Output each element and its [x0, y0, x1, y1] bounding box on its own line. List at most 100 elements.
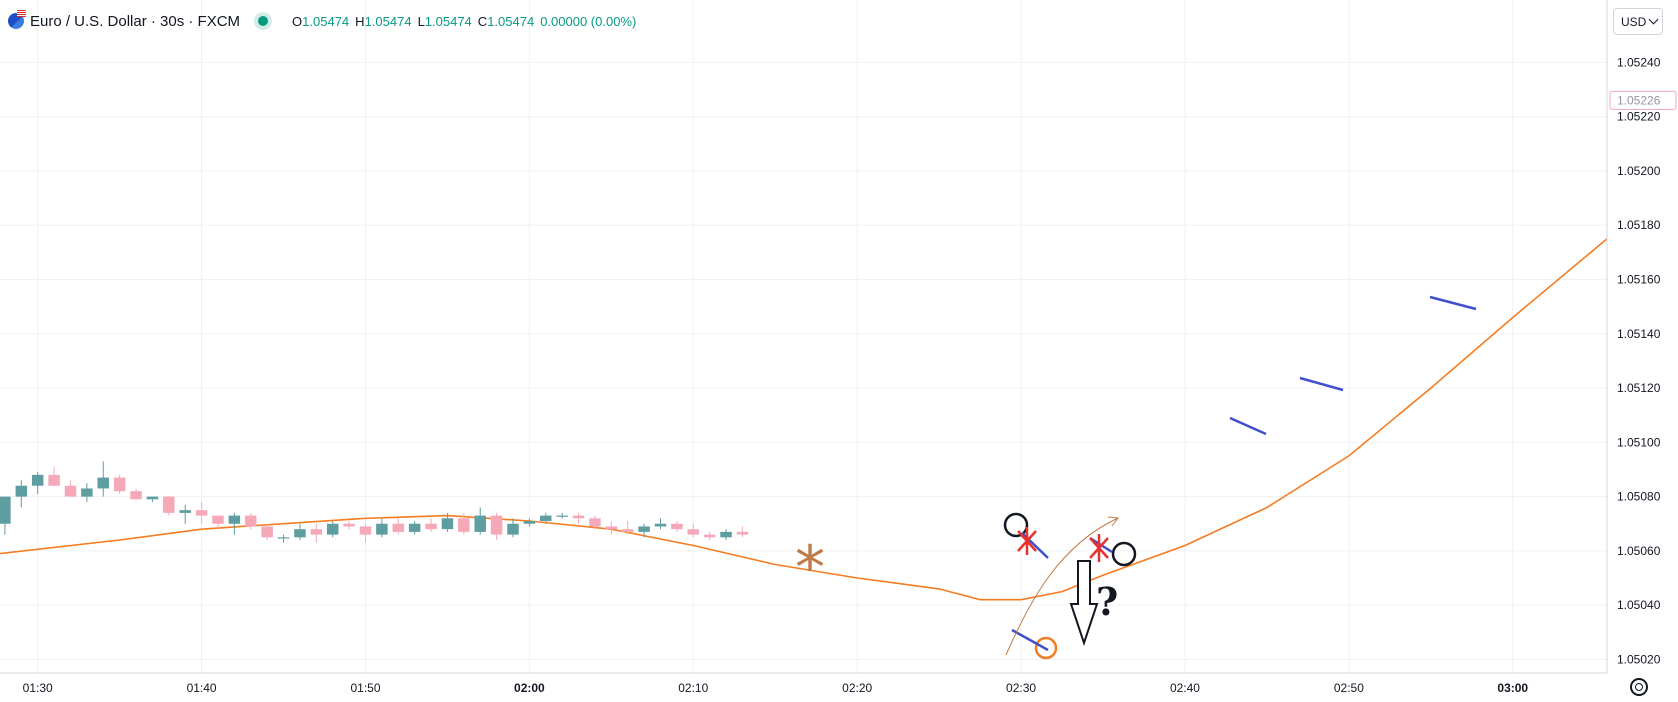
candle [15, 480, 28, 508]
candle [392, 518, 405, 535]
price-tick-label: 1.05220 [1617, 110, 1661, 124]
candle-body [490, 515, 503, 535]
candle [654, 518, 667, 530]
time-tick-label: 01:50 [350, 681, 380, 695]
candle-body [703, 534, 716, 538]
candle-body [31, 474, 44, 486]
candle [179, 504, 191, 524]
candle [294, 523, 306, 541]
grid-lines [0, 0, 1607, 673]
candle-body [654, 523, 667, 527]
chevron-down-icon [1648, 14, 1659, 25]
price-tick-label: 1.05020 [1617, 652, 1661, 666]
candle [441, 512, 454, 532]
candle-body [179, 510, 191, 513]
time-tick-label: 03:00 [1497, 681, 1528, 695]
market-status-icon[interactable] [258, 16, 269, 26]
drawing-annotations: * ? [795, 295, 1477, 660]
candle [228, 512, 241, 535]
circle-annotation [1111, 541, 1137, 567]
currency-dropdown[interactable]: USD [1613, 8, 1663, 35]
high-label: H [355, 13, 365, 29]
candle [687, 523, 700, 538]
candle [359, 523, 372, 543]
close-label: C [477, 13, 488, 29]
candle-body [736, 531, 749, 535]
candle-body [310, 529, 323, 535]
low-label: L [417, 13, 425, 29]
price-tick-label: 1.05120 [1617, 381, 1661, 395]
current-price-label: 1.05226 [1609, 90, 1677, 110]
settings-gear-icon[interactable] [1630, 678, 1648, 696]
change-value: 0.00000 (0.00%) [540, 13, 637, 29]
candle-body [245, 515, 257, 527]
candle-body [48, 474, 60, 486]
price-tick-label: 1.05180 [1617, 218, 1661, 232]
candle [163, 496, 175, 516]
current-price-text: 1.05226 [1617, 93, 1661, 107]
time-tick-label: 02:50 [1334, 681, 1364, 695]
time-axis[interactable]: 01:30 01:40 01:50 02:00 02:10 02:20 02:30 02:40… [0, 672, 1678, 702]
symbol-title[interactable]: Euro / U.S. Dollar · 30s · FXCM [30, 12, 241, 30]
candle-body [408, 523, 421, 532]
time-tick-label: 01:40 [187, 681, 217, 695]
candle-body [294, 529, 306, 538]
time-tick-label: 02:40 [1170, 681, 1200, 695]
candle-body [212, 515, 224, 524]
candle [490, 512, 503, 541]
time-tick-label: 01:30 [23, 681, 53, 695]
candle [408, 521, 421, 535]
candle-body [130, 491, 142, 500]
question-mark: ? [1096, 579, 1118, 624]
trend-line [1229, 416, 1267, 436]
candle-body [81, 488, 93, 497]
time-tick-label: 02:00 [514, 681, 545, 695]
candle [458, 512, 470, 535]
candle [97, 461, 109, 497]
cross-mark [1017, 527, 1037, 555]
candles [0, 461, 749, 543]
candle [474, 507, 486, 535]
trend-line [1011, 628, 1049, 652]
candle [425, 518, 437, 532]
candle [507, 518, 519, 538]
candle [31, 472, 44, 494]
candle-body [540, 515, 552, 522]
candle-body [359, 526, 372, 535]
candle-body [507, 523, 519, 535]
asterisk-annotation: * [795, 533, 825, 603]
circle-annotation [1034, 636, 1058, 660]
candle-body [343, 523, 355, 527]
candle [621, 521, 634, 535]
candle-body [556, 515, 568, 517]
candle-body [97, 477, 109, 489]
candle [195, 502, 208, 524]
candle-body [671, 523, 683, 530]
currency-label: USD [1621, 14, 1647, 29]
candle [326, 521, 339, 538]
eur-usd-flag-icon [8, 10, 26, 29]
curved-arrow-head [1107, 516, 1119, 527]
legend-header: Euro / U.S. Dollar · 30s · FXCM O 1.05474… [8, 9, 636, 33]
candle [48, 466, 60, 486]
price-tick-label: 1.05200 [1617, 164, 1661, 178]
candle-body [195, 510, 208, 516]
candle [540, 512, 552, 524]
circle-annotation [1003, 512, 1029, 538]
close-value: 1.05474 [487, 13, 535, 29]
trend-line [1429, 295, 1477, 311]
candle-body [589, 518, 601, 527]
open-value: 1.05474 [302, 13, 350, 29]
candle [113, 474, 126, 494]
curved-arrow [1005, 517, 1119, 656]
candle-body [376, 523, 388, 535]
candle-body [523, 521, 536, 524]
time-tick-label: 02:30 [1006, 681, 1036, 695]
price-tick-label: 1.05060 [1617, 544, 1661, 558]
price-axis[interactable]: 1.05240 1.05220 1.05200 1.05180 1.05160 1.051… [1606, 0, 1678, 673]
time-tick-label: 02:10 [678, 681, 708, 695]
candle-body [64, 485, 77, 497]
time-tick-label: 02:20 [842, 681, 872, 695]
candle-body [0, 496, 11, 524]
